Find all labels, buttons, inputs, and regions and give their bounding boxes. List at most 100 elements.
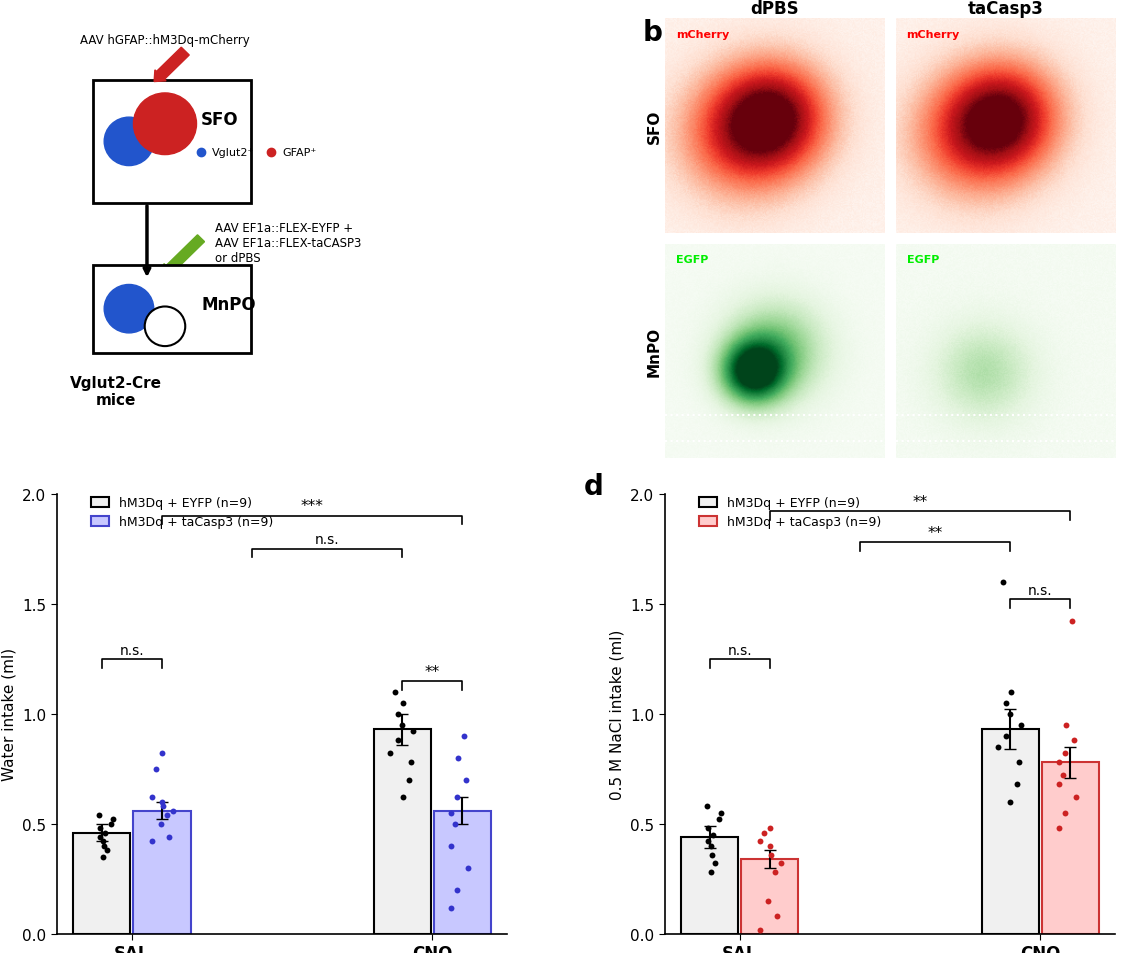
Text: n.s.: n.s. (315, 533, 339, 547)
Point (404, 724, 422, 740)
Point (703, 847, 721, 862)
Text: MnPO: MnPO (201, 296, 256, 314)
Y-axis label: SFO: SFO (648, 110, 662, 144)
Point (751, 922, 769, 937)
Text: EGFP: EGFP (907, 255, 939, 265)
Text: mCherry: mCherry (676, 30, 729, 40)
Circle shape (105, 285, 154, 334)
Text: n.s.: n.s. (119, 643, 145, 657)
Point (699, 834, 717, 849)
Point (710, 812, 728, 827)
Point (997, 728, 1015, 743)
Point (94, 849, 113, 864)
Text: AAV hGFAP::hM3Dq-mCherry: AAV hGFAP::hM3Dq-mCherry (81, 34, 250, 48)
Point (448, 882, 467, 898)
Text: **: ** (424, 664, 439, 679)
Point (704, 827, 723, 842)
Point (1012, 718, 1030, 733)
Point (1049, 777, 1067, 792)
Point (446, 817, 464, 832)
Point (1065, 733, 1083, 748)
Point (1001, 684, 1020, 700)
Y-axis label: Water intake (ml): Water intake (ml) (2, 647, 17, 781)
Point (1056, 746, 1074, 761)
Point (394, 696, 412, 711)
Point (751, 834, 769, 849)
Point (455, 728, 473, 743)
Point (91, 829, 109, 844)
Point (1050, 821, 1069, 836)
Title: taCasp3: taCasp3 (967, 0, 1044, 17)
Point (94, 834, 113, 849)
Point (442, 839, 460, 854)
Point (142, 790, 160, 805)
Text: ***: *** (300, 499, 323, 514)
Point (761, 839, 780, 854)
Text: n.s.: n.s. (727, 643, 752, 657)
Point (388, 733, 406, 748)
Point (457, 772, 476, 787)
Text: EGFP: EGFP (676, 255, 708, 265)
Text: d: d (584, 472, 603, 500)
Bar (982, 729, 1039, 934)
Point (152, 746, 171, 761)
Point (1050, 755, 1069, 770)
Point (389, 706, 407, 721)
Point (702, 864, 720, 880)
Point (1063, 614, 1081, 629)
Point (443, 900, 461, 915)
Point (104, 812, 122, 827)
Bar (93, 81, 250, 204)
Point (159, 829, 178, 844)
Point (1066, 790, 1085, 805)
Point (1007, 777, 1025, 792)
Point (698, 799, 716, 814)
Bar (434, 811, 490, 934)
FancyArrow shape (154, 49, 189, 83)
Text: **: ** (913, 495, 927, 510)
Point (90, 807, 108, 822)
Text: **: ** (927, 525, 942, 540)
Point (154, 799, 172, 814)
Point (766, 864, 784, 880)
Legend: hM3Dq + EYFP (n=9), hM3Dq + taCasp3 (n=9): hM3Dq + EYFP (n=9), hM3Dq + taCasp3 (n=9… (85, 492, 279, 534)
Point (756, 825, 774, 841)
Point (97, 825, 115, 841)
Bar (742, 860, 799, 934)
Title: dPBS: dPBS (750, 0, 799, 17)
Legend: hM3Dq + EYFP (n=9), hM3Dq + taCasp3 (n=9): hM3Dq + EYFP (n=9), hM3Dq + taCasp3 (n=9… (694, 492, 887, 534)
Text: GFAP⁺: GFAP⁺ (282, 149, 316, 158)
Y-axis label: 0.5 M NaCl intake (ml): 0.5 M NaCl intake (ml) (610, 629, 625, 800)
Point (147, 761, 165, 777)
Point (91, 821, 109, 836)
Point (448, 750, 467, 765)
Text: Vglut2-Cre
mice: Vglut2-Cre mice (69, 375, 162, 408)
Point (995, 575, 1013, 590)
Point (997, 696, 1015, 711)
Point (151, 817, 170, 832)
Point (387, 684, 405, 700)
Bar (682, 837, 739, 934)
Bar (373, 729, 430, 934)
Point (102, 817, 121, 832)
Point (761, 847, 780, 862)
Bar (1041, 762, 1098, 934)
Point (1056, 718, 1074, 733)
Bar (133, 811, 190, 934)
Text: b: b (642, 19, 662, 47)
Point (773, 856, 791, 871)
Circle shape (105, 118, 154, 167)
Point (399, 772, 418, 787)
Point (706, 856, 724, 871)
Point (1009, 755, 1028, 770)
Point (96, 839, 114, 854)
Point (989, 740, 1007, 755)
Point (1056, 805, 1074, 821)
Bar (93, 265, 250, 354)
Point (1001, 795, 1020, 810)
Point (142, 834, 160, 849)
Point (158, 807, 176, 822)
Text: AAV EF1a::FLEX-EYFP +
AAV EF1a::FLEX-taCASP3
or dPBS: AAV EF1a::FLEX-EYFP + AAV EF1a::FLEX-taC… (215, 221, 361, 264)
Point (402, 755, 420, 770)
Text: n.s.: n.s. (1028, 583, 1053, 598)
